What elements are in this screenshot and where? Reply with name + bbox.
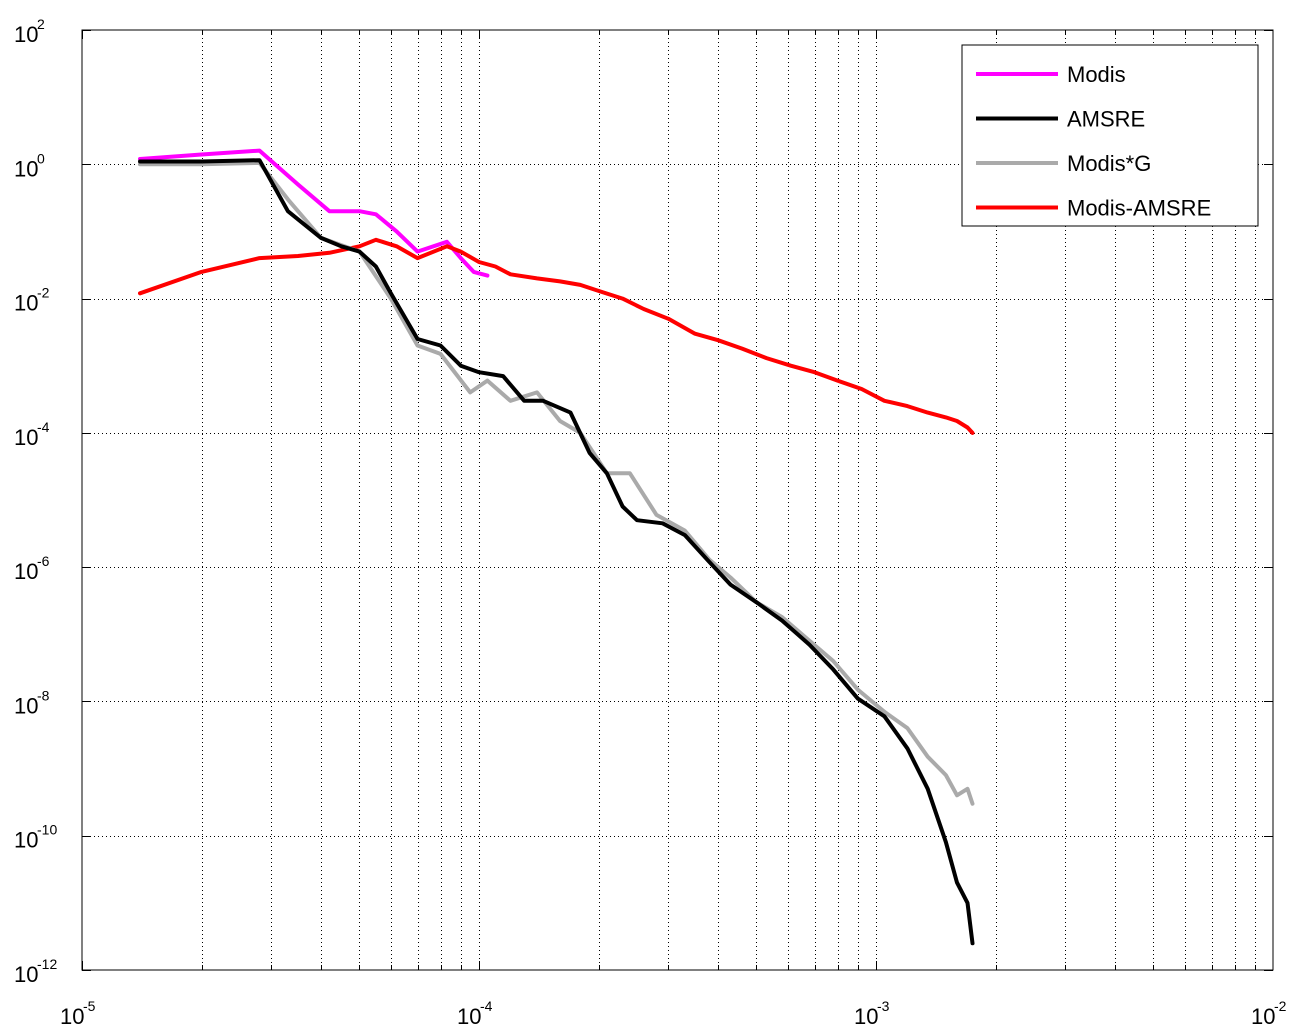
y-tick-label: 10-4: [14, 419, 50, 450]
y-tick-label: 102: [14, 16, 45, 47]
series-line-modis: [138, 148, 490, 278]
y-tick-label-base: 10: [14, 559, 38, 584]
x-tick-label: 10-3: [854, 998, 890, 1029]
tick-marks: [82, 30, 1273, 971]
legend: Modis AMSRE Modis*G Modis-AMSRE: [961, 44, 1259, 227]
y-tick-label: 10-6: [14, 553, 50, 584]
y-tick-label-exponent: -4: [37, 419, 50, 435]
y-tick-label: 10-2: [14, 285, 50, 316]
y-tick-label-exponent: 2: [37, 16, 45, 32]
x-tick-label-exponent: -4: [480, 998, 493, 1014]
x-tick-label: 10-2: [1251, 998, 1287, 1029]
y-tick-label: 10-8: [14, 687, 50, 718]
legend-label: Modis-AMSRE: [1067, 196, 1211, 221]
y-tick-label-exponent: -10: [37, 822, 57, 838]
series-lines: [138, 148, 975, 946]
series-line-modis-g: [138, 160, 975, 806]
tick-labels: 10-5 10-4 10-3 10-210210010-210-410-610-810…: [14, 16, 1287, 1029]
x-tick-label-exponent: -2: [1274, 998, 1287, 1014]
y-tick-label-base: 10: [14, 291, 38, 316]
y-tick-label-exponent: -12: [37, 956, 57, 972]
y-tick-label-base: 10: [14, 156, 38, 181]
plot-area-frame: [81, 29, 1274, 971]
x-tick-label-base: 10: [1251, 1004, 1275, 1029]
x-tick-label-exponent: -5: [83, 998, 96, 1014]
y-tick-label-exponent: -8: [37, 687, 50, 703]
legend-label: Modis*G: [1067, 151, 1151, 176]
y-tick-label-base: 10: [14, 425, 38, 450]
y-tick-label: 100: [14, 150, 45, 181]
legend-label: AMSRE: [1067, 107, 1145, 132]
x-tick-label-base: 10: [854, 1004, 878, 1029]
x-tick-label-base: 10: [60, 1004, 84, 1029]
series-line-amsre: [138, 158, 975, 946]
y-tick-label-exponent: -2: [37, 285, 50, 301]
legend-label: Modis: [1067, 62, 1126, 87]
y-tick-label-base: 10: [14, 22, 38, 47]
y-tick-label: 10-10: [14, 822, 57, 853]
y-tick-label-base: 10: [14, 828, 38, 853]
y-tick-label-exponent: -6: [37, 553, 50, 569]
y-tick-label-base: 10: [14, 693, 38, 718]
y-tick-label: 10-12: [14, 956, 57, 987]
x-tick-label-base: 10: [457, 1004, 481, 1029]
x-tick-label-exponent: -3: [877, 998, 890, 1014]
y-tick-label-exponent: 0: [37, 150, 45, 166]
y-tick-label-base: 10: [14, 962, 38, 987]
x-tick-label: 10-5: [60, 998, 96, 1029]
x-tick-label: 10-4: [457, 998, 493, 1029]
series-line-modis-amsre: [138, 237, 975, 435]
